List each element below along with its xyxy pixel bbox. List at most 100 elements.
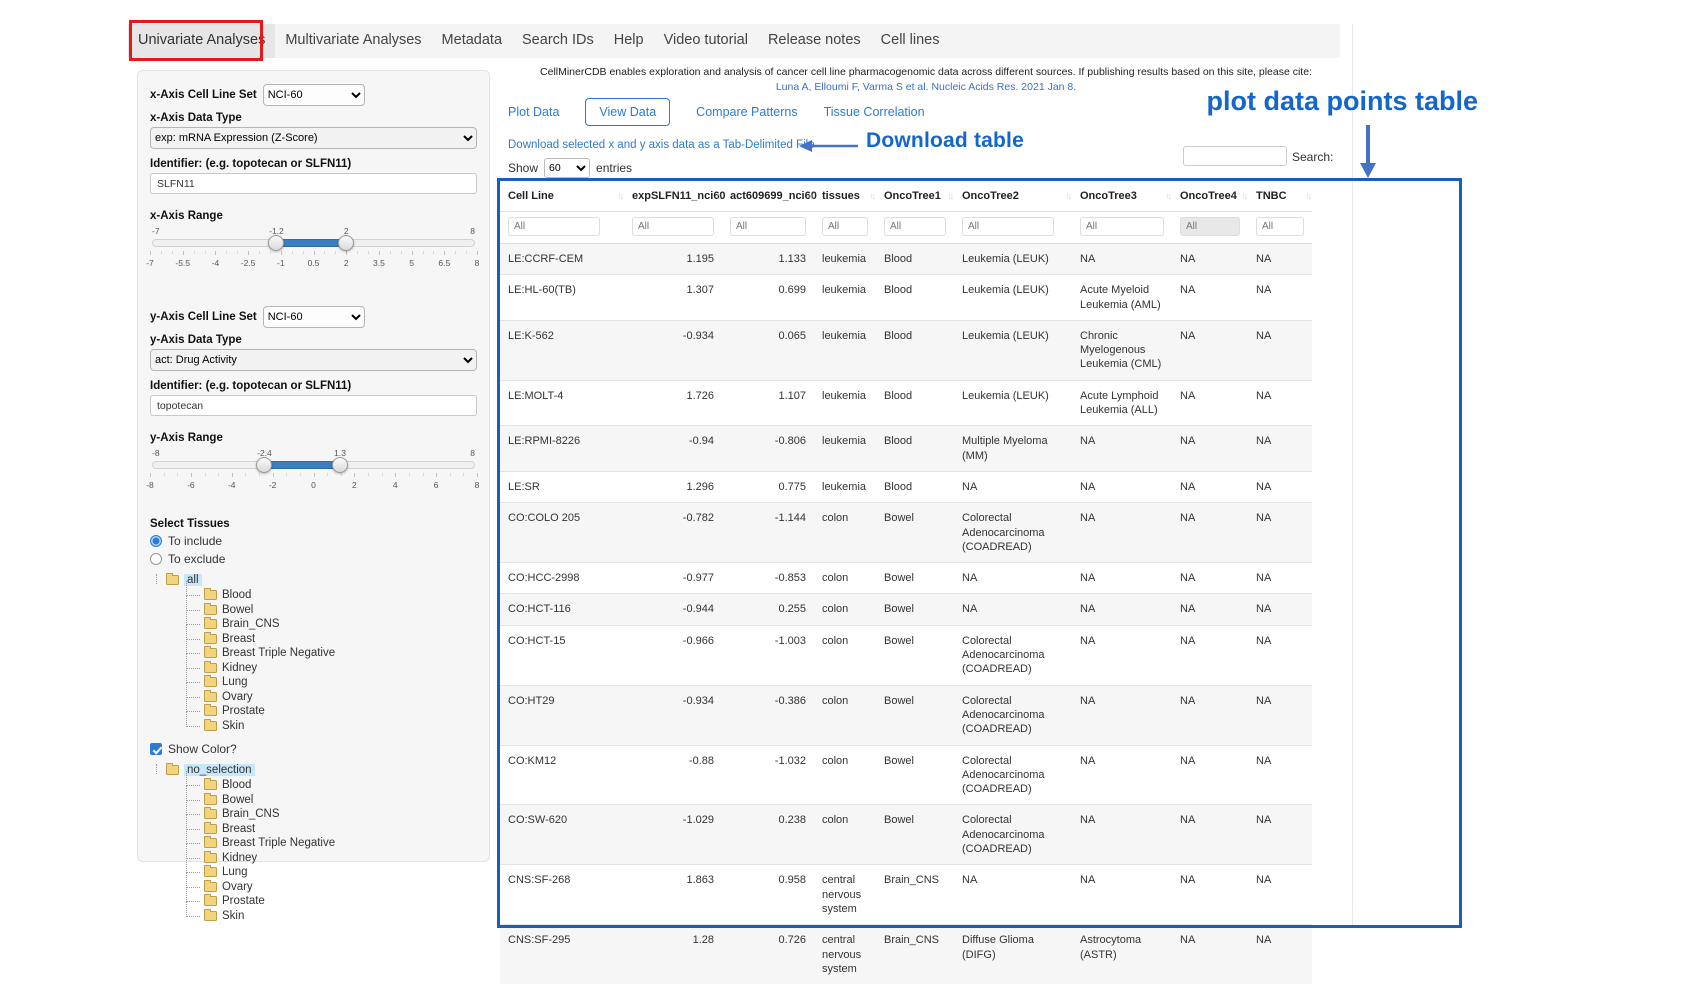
filter-input-oncotree1[interactable] bbox=[884, 217, 946, 236]
sort-icon: ↑↓ bbox=[1065, 191, 1072, 201]
cell-oncotree1: Brain_CNS bbox=[884, 874, 940, 887]
tree-item-kidney[interactable]: Kidney bbox=[184, 843, 477, 866]
y-slider-low-handle[interactable] bbox=[256, 457, 273, 473]
x-slider-selected-range bbox=[277, 239, 346, 247]
table-row-co-hct-15: CO:HCT-15 -0.966 -1.003 colon Bowel Colorecta… bbox=[500, 625, 1312, 685]
column-header-oncotree4[interactable]: OncoTree4 ↑↓ bbox=[1172, 181, 1248, 212]
x-slider-high-handle[interactable] bbox=[338, 235, 355, 251]
cell-oncotree3: NA bbox=[1080, 634, 1096, 647]
cell-tnbc: NA bbox=[1256, 284, 1272, 297]
y-range-slider[interactable]: -8 8 -2.4 1.3 -8 -6 -4 -2 0 2 4 6 8 bbox=[146, 448, 479, 498]
filter-input-expslfn11-nci60[interactable] bbox=[632, 217, 714, 236]
tree-item-lung[interactable]: Lung bbox=[184, 668, 477, 690]
column-header-act609699-nci60[interactable]: act609699_nci60 ↑↓ bbox=[722, 181, 817, 212]
nav-item-univariate-analyses[interactable]: Univariate Analyses bbox=[128, 24, 276, 58]
x-cell-line-set-select[interactable]: NCI-60 bbox=[262, 84, 365, 106]
nav-item-metadata[interactable]: Metadata bbox=[441, 32, 503, 48]
folder-icon bbox=[204, 631, 217, 644]
search-input[interactable] bbox=[1183, 146, 1287, 166]
color-tree-root[interactable]: no_selection bbox=[152, 762, 477, 778]
cell-expslfn11-nci60: 1.195 bbox=[686, 253, 714, 265]
tree-item-breast[interactable]: Breast bbox=[184, 624, 477, 647]
table-header-row: Cell Line ↑↓ expSLFN11_nci60 ↑↓ act609699_nc… bbox=[500, 181, 1312, 212]
tree-item-breast-triple-negative[interactable]: Breast Triple Negative bbox=[184, 639, 477, 661]
x-range-slider[interactable]: -7 8 -1.2 2 -7 -5.5 -4 -2.5 -1 0.5 2 3.5 5 6.5 8 bbox=[146, 226, 479, 276]
nav-item-help[interactable]: Help bbox=[613, 32, 644, 48]
nav-item-multivariate-analyses[interactable]: Multivariate Analyses bbox=[285, 32, 422, 48]
y-identifier-label: Identifier: (e.g. topotecan or SLFN11) bbox=[150, 380, 352, 392]
column-header-oncotree2[interactable]: OncoTree2 ↑↓ bbox=[954, 181, 1072, 212]
y-slider-high-handle[interactable] bbox=[332, 457, 349, 473]
folder-icon bbox=[204, 821, 217, 834]
tree-item-ovary[interactable]: Ovary bbox=[184, 682, 477, 705]
cell-expslfn11-nci60: -0.977 bbox=[682, 572, 714, 585]
filter-input-oncotree4[interactable] bbox=[1180, 217, 1240, 236]
tab-compare-patterns[interactable]: Compare Patterns bbox=[696, 105, 798, 119]
tree-item-breast-triple-negative[interactable]: Breast Triple Negative bbox=[184, 829, 477, 851]
column-header-oncotree1[interactable]: OncoTree1 ↑↓ bbox=[876, 181, 954, 212]
nav-item-release-notes[interactable]: Release notes bbox=[767, 32, 861, 48]
cell-tissues: colon bbox=[822, 572, 849, 585]
x-range-label: x-Axis Range bbox=[150, 210, 223, 222]
tree-item-brain-cns[interactable]: Brain_CNS bbox=[184, 610, 477, 632]
include-tree-root[interactable]: all bbox=[152, 572, 477, 588]
entries-select[interactable]: 60 bbox=[544, 158, 591, 178]
nav-item-search-ids[interactable]: Search IDs bbox=[522, 32, 594, 48]
tree-item-breast[interactable]: Breast bbox=[184, 814, 477, 837]
tree-item-blood[interactable]: Blood bbox=[184, 771, 477, 793]
column-header-tissues[interactable]: tissues ↑↓ bbox=[814, 181, 876, 212]
x-slider-low-handle[interactable] bbox=[268, 235, 285, 251]
column-header-tnbc[interactable]: TNBC ↑↓ bbox=[1248, 181, 1312, 212]
cell-tissues: leukemia bbox=[822, 435, 867, 448]
x-slider-tick bbox=[378, 251, 380, 255]
show-color-checkbox[interactable] bbox=[150, 743, 162, 755]
cell-oncotree2: NA bbox=[962, 603, 978, 616]
exclude-radio[interactable] bbox=[150, 553, 162, 565]
tree-item-blood[interactable]: Blood bbox=[184, 581, 477, 603]
include-radio[interactable] bbox=[150, 535, 162, 547]
cell-tnbc: NA bbox=[1256, 435, 1272, 448]
x-data-type-select[interactable]: exp: mRNA Expression (Z-Score) bbox=[150, 127, 477, 149]
filter-input-act609699-nci60[interactable] bbox=[730, 217, 806, 236]
tree-item-lung[interactable]: Lung bbox=[184, 858, 477, 880]
tab-view-data[interactable]: View Data bbox=[585, 98, 671, 126]
y-data-type-select[interactable]: act: Drug Activity bbox=[150, 349, 477, 371]
tree-item-label: Ovary bbox=[222, 690, 253, 703]
filter-input-cell-line[interactable] bbox=[508, 217, 600, 236]
filter-input-tnbc[interactable] bbox=[1256, 217, 1304, 236]
tab-tissue-correlation[interactable]: Tissue Correlation bbox=[823, 105, 925, 119]
download-tsv-link[interactable]: Download selected x and y axis data as a… bbox=[508, 139, 815, 151]
y-identifier-input[interactable] bbox=[150, 395, 477, 416]
nav-item-cell-lines[interactable]: Cell lines bbox=[880, 32, 940, 48]
y-cell-line-set-select[interactable]: NCI-60 bbox=[262, 306, 365, 328]
citation-link[interactable]: Luna A, Elloumi F, Varma S et al. Nuclei… bbox=[775, 81, 1077, 93]
cell-oncotree3: NA bbox=[1080, 253, 1096, 265]
column-header-oncotree3[interactable]: OncoTree3 ↑↓ bbox=[1072, 181, 1172, 212]
tissue-include-tree: all Blood Bowel Brain_CNS Breast Breast Tripl… bbox=[152, 572, 477, 733]
filter-input-tissues[interactable] bbox=[822, 217, 868, 236]
table-row-cns-sf-295: CNS:SF-295 1.28 0.726 central nervous syste… bbox=[500, 924, 1312, 984]
column-header-expslfn11-nci60[interactable]: expSLFN11_nci60 ↑↓ bbox=[624, 181, 726, 212]
tree-item-bowel[interactable]: Bowel bbox=[184, 595, 477, 618]
tree-item-skin[interactable]: Skin bbox=[184, 901, 477, 924]
tree-item-bowel[interactable]: Bowel bbox=[184, 785, 477, 808]
nav-item-video-tutorial[interactable]: Video tutorial bbox=[663, 32, 748, 48]
column-header-cell-line[interactable]: Cell Line ↑↓ bbox=[500, 181, 624, 212]
tree-item-kidney[interactable]: Kidney bbox=[184, 653, 477, 676]
cell-oncotree4: NA bbox=[1180, 512, 1196, 525]
x-slider-tick-label: 6.5 bbox=[438, 258, 451, 268]
folder-icon bbox=[204, 807, 217, 820]
cell-oncotree4: NA bbox=[1180, 634, 1196, 647]
sort-icon: ↑↓ bbox=[617, 191, 624, 201]
tab-plot-data[interactable]: Plot Data bbox=[508, 105, 560, 119]
tree-item-brain-cns[interactable]: Brain_CNS bbox=[184, 800, 477, 822]
filter-input-oncotree2[interactable] bbox=[962, 217, 1054, 236]
tree-item-prostate[interactable]: Prostate bbox=[184, 887, 477, 909]
filter-input-oncotree3[interactable] bbox=[1080, 217, 1164, 236]
tree-item-skin[interactable]: Skin bbox=[184, 711, 477, 734]
x-identifier-input[interactable] bbox=[150, 173, 477, 194]
cell-oncotree2: Leukemia (LEUK) bbox=[962, 389, 1049, 402]
tree-item-ovary[interactable]: Ovary bbox=[184, 872, 477, 895]
tree-item-prostate[interactable]: Prostate bbox=[184, 697, 477, 719]
filter-cell-act609699-nci60 bbox=[722, 211, 814, 244]
